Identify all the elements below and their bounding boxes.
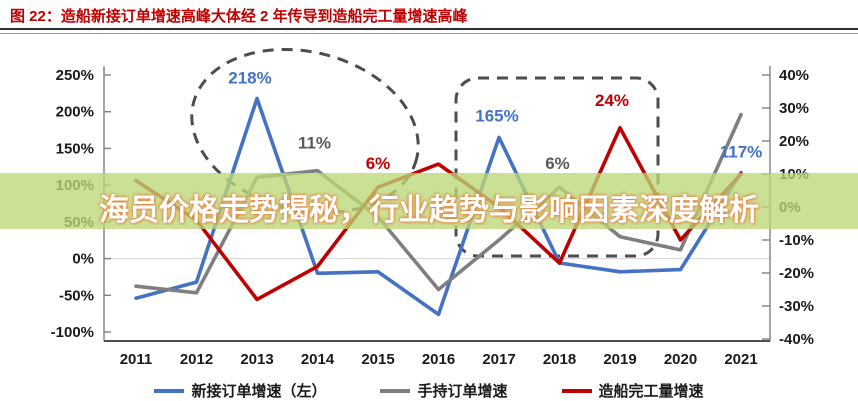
left-axis-tick-label: 0% [72,251,94,268]
data-label-new-orders-2021: 117% [720,143,763,162]
left-axis-tick-label: 150% [56,140,94,157]
legend-swatch-red-line-icon [561,388,592,393]
x-axis-label-2014: 2014 [301,351,335,368]
x-axis-label-2019: 2019 [603,351,636,368]
left-axis-tick-label: -100% [51,324,94,341]
right-axis-tick-label: -40% [779,331,814,348]
left-axis-tick-label: 250% [56,67,94,84]
data-label-new-orders-2017: 165% [475,106,518,125]
legend-swatch-blue-line-icon [154,388,185,393]
data-label-new-orders-2013: 218% [228,68,271,87]
series-line-new-orders [134,96,743,317]
x-axis-label-2017: 2017 [482,351,515,368]
left-axis-tick-label: -50% [59,287,94,304]
legend-swatch-gray-line-icon [380,388,411,393]
figure-title: 图 22：造船新接订单增速高峰大体经 2 年传导到造船完工量增速高峰 [10,8,468,25]
series-line-completions [134,126,743,302]
x-axis-label-2012: 2012 [180,351,213,368]
right-axis-tick-label: -10% [779,232,814,249]
x-axis-label-2011: 2011 [120,351,153,368]
title-separator [0,28,858,34]
x-axis-label-2013: 2013 [240,351,273,368]
legend-item-completions: 造船完工量增速 [561,380,704,401]
data-label-completions-2015: 6% [366,154,391,173]
x-axis-label-2016: 2016 [422,351,455,368]
legend-label-orders-on-hand: 手持订单增速 [417,383,508,400]
x-axis-label-2021: 2021 [724,351,757,368]
legend-item-orders-on-hand: 手持订单增速 [380,380,508,401]
right-axis-tick-label: 20% [779,133,809,150]
right-axis-tick-label: 40% [779,67,809,84]
chart-legend: 新接订单增速（左） 手持订单增速 造船完工量增速 [0,380,858,401]
x-axis-label-2020: 2020 [664,351,697,368]
data-label-orders-on-hand-2018: 6% [545,154,570,173]
x-axis-label-2018: 2018 [543,351,576,368]
data-label-orders-on-hand-2014: 11% [298,134,331,153]
left-axis-tick-label: 200% [56,104,94,121]
watermark-band [0,173,858,229]
right-axis-tick-label: 30% [779,100,809,117]
legend-label-new-orders: 新接订单增速（左） [191,383,327,400]
x-axis-label-2015: 2015 [361,351,394,368]
legend-item-new-orders: 新接订单增速（左） [154,380,326,401]
right-axis-tick-label: -30% [779,298,814,315]
data-label-completions-2019: 24% [595,91,629,110]
right-axis-tick-label: -20% [779,265,814,282]
legend-label-completions: 造船完工量增速 [598,383,704,400]
watermark-text: 海员价格走势揭秘，行业趋势与影响因素深度解析 [99,194,759,227]
